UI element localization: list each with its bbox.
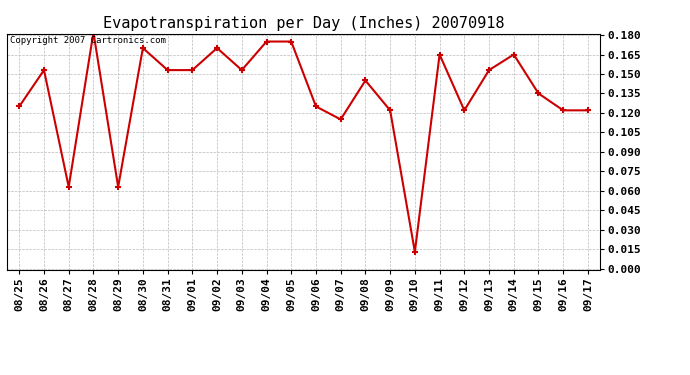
Title: Evapotranspiration per Day (Inches) 20070918: Evapotranspiration per Day (Inches) 2007… (103, 16, 504, 31)
Text: Copyright 2007 Cartronics.com: Copyright 2007 Cartronics.com (10, 36, 166, 45)
